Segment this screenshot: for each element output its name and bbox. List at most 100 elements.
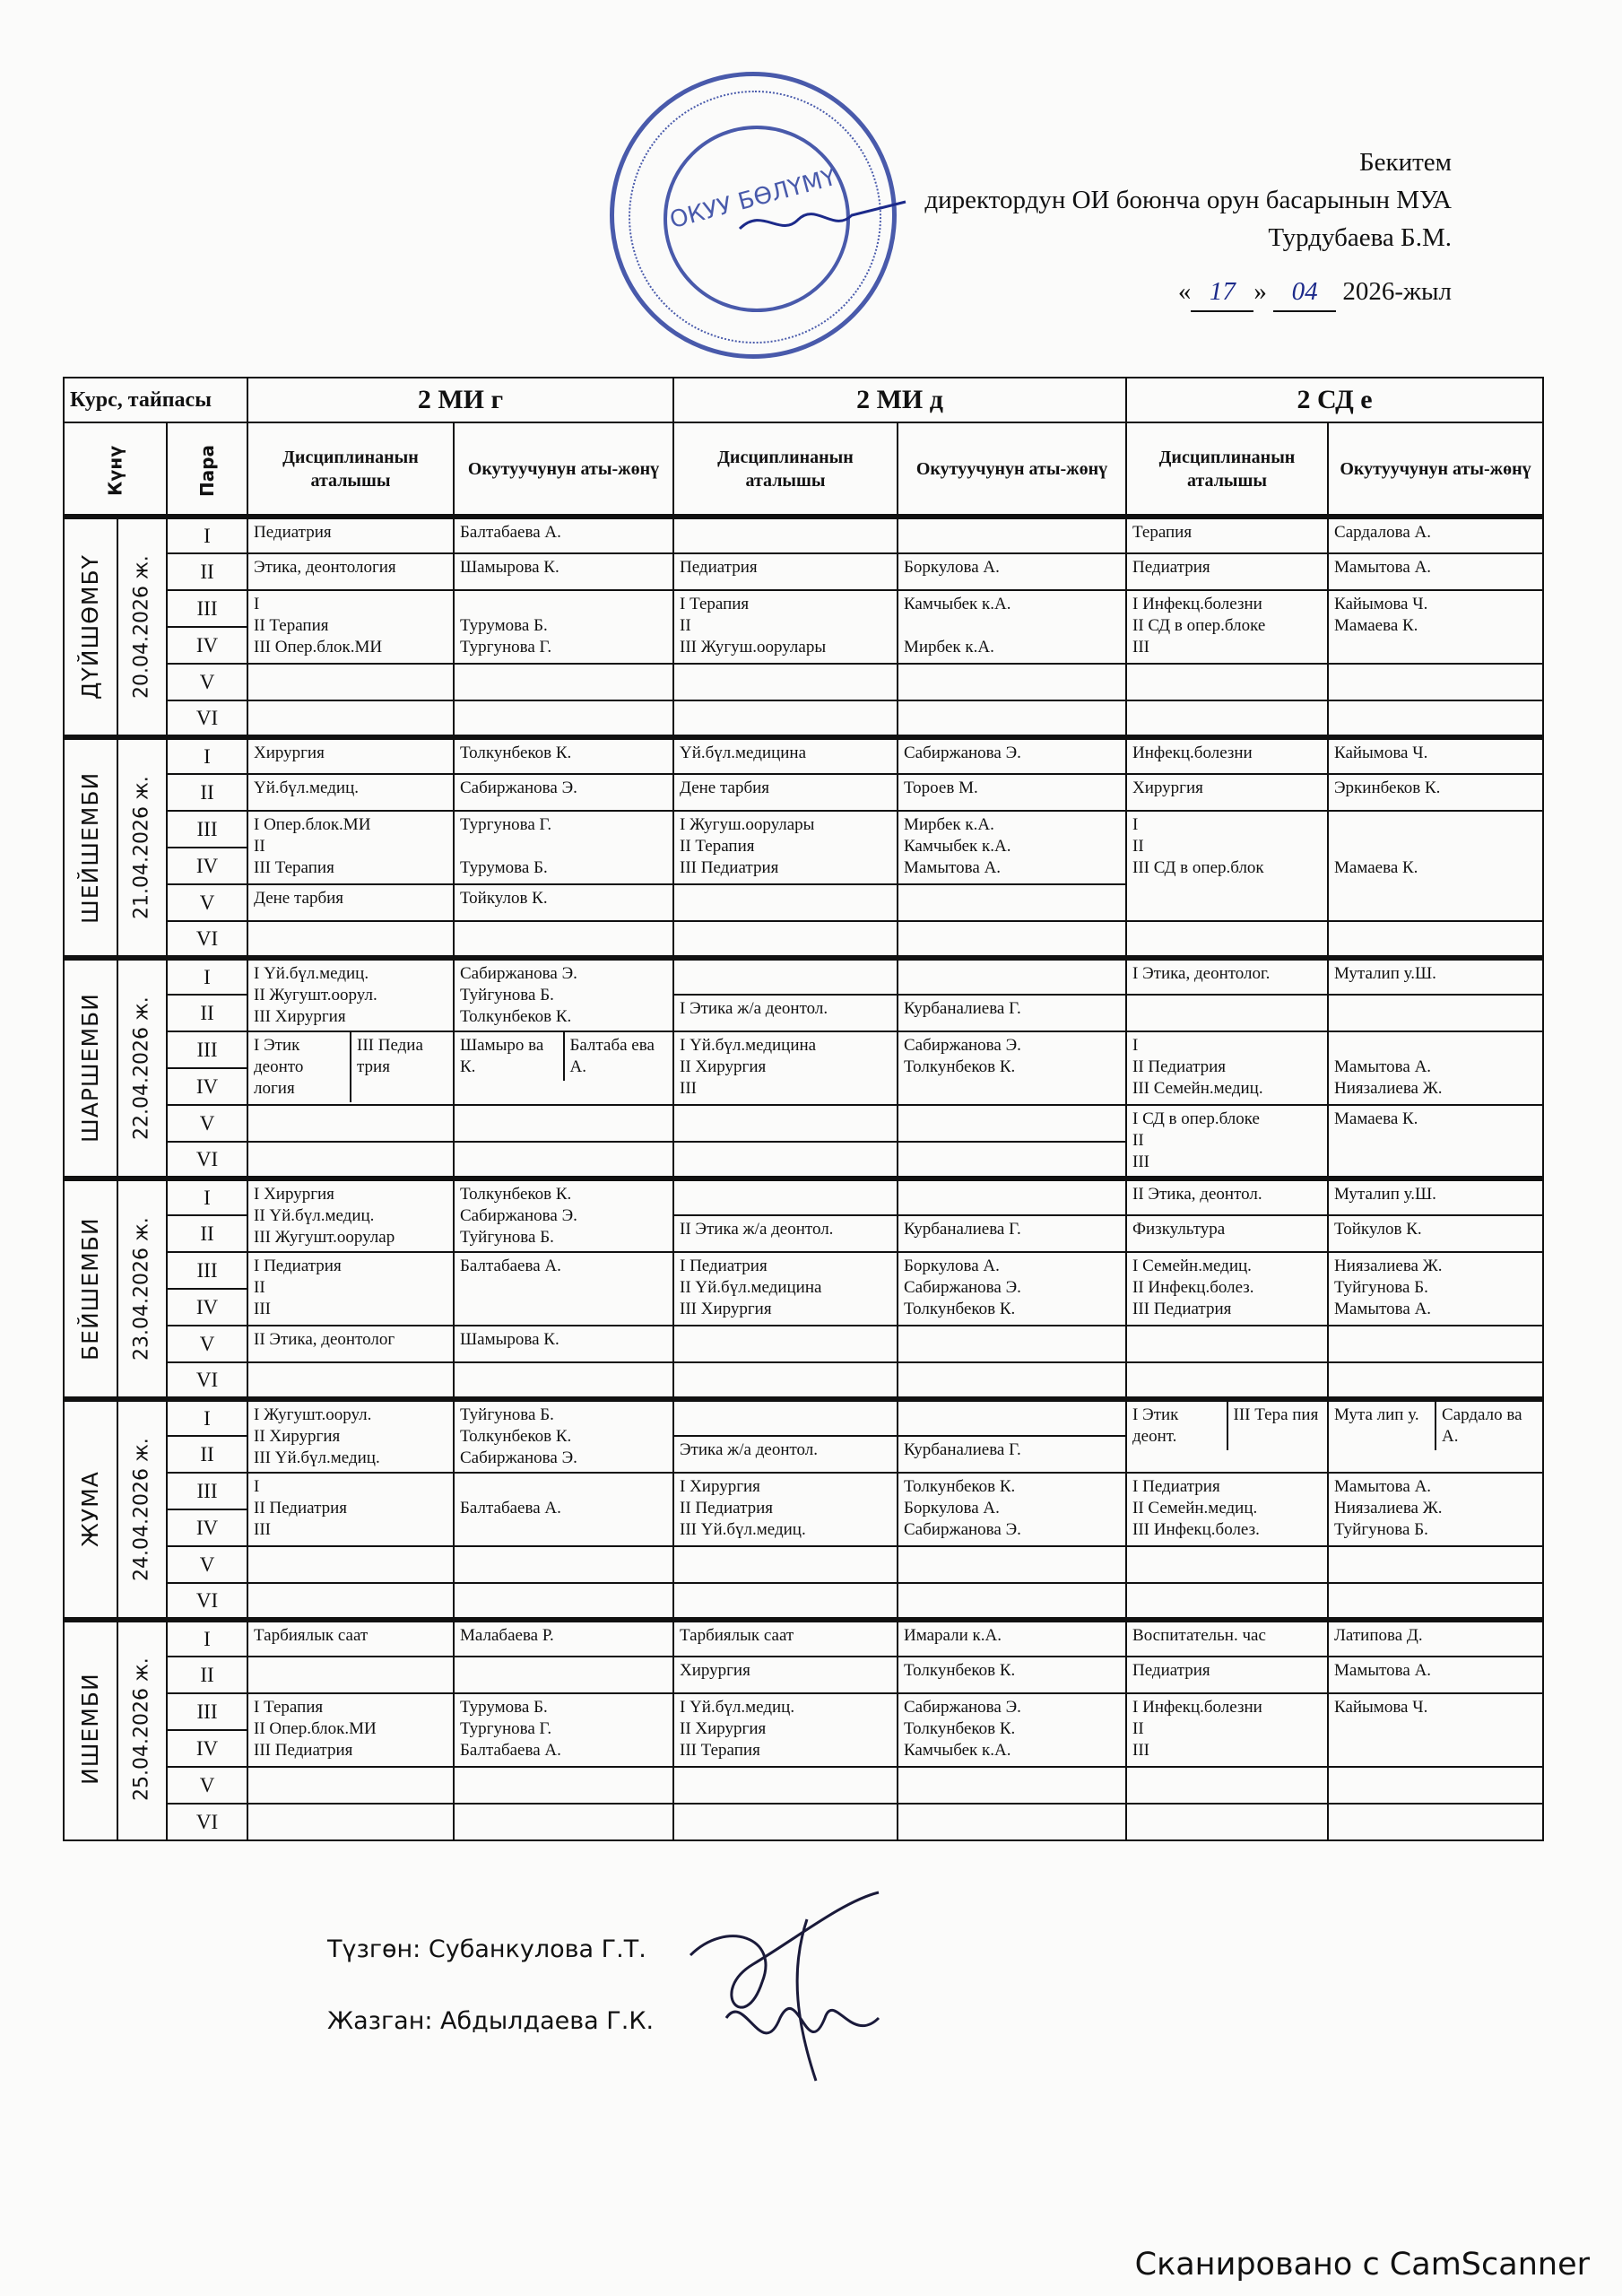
teacher-cell	[453, 700, 674, 738]
teacher-cell: Курбаналиева Г.	[896, 994, 1128, 1032]
para-number: II	[166, 1656, 248, 1694]
teacher-cell	[1327, 1545, 1545, 1584]
teacher-cell	[453, 1361, 674, 1400]
schedule-row: IV	[64, 1509, 1543, 1547]
teacher-cell	[896, 663, 1128, 701]
discipline-cell: I СД в опер.блоке II III	[1125, 1104, 1330, 1179]
group-header-3: 2 СД е	[1125, 377, 1545, 423]
discipline-cell: I Инфекц.болезни II СД в опер.блоке III	[1125, 589, 1330, 665]
discipline-cell	[672, 955, 898, 996]
teacher-cell: Толкунбеков К. Боркулова А. Сабиржанова …	[896, 1472, 1128, 1547]
discipline-part: I Этик деонто логия	[254, 1036, 304, 1098]
discipline-cell	[672, 920, 898, 959]
teacher-cell	[896, 1803, 1128, 1841]
teacher-cell	[1327, 1325, 1545, 1363]
teacher-cell	[896, 1582, 1128, 1621]
discipline-cell	[247, 1656, 455, 1694]
teacher-cell	[896, 1176, 1128, 1216]
discipline-cell: I Опер.блок.МИ II III Терапия	[247, 810, 455, 885]
teacher-cell: Сабиржанова Э.	[453, 773, 674, 812]
discipline-cell: I II Терапия III Опер.блок.МИ	[247, 589, 455, 665]
schedule-row: ЖУМА 24.04.2026 ж. I I Жугушт.оорул. II Хир…	[64, 1396, 1545, 1620]
teacher-cell: Сардалова А.	[1327, 514, 1545, 554]
schedule-row: III I Терапия II Опер.блок.МИ III Педиатр…	[64, 1692, 1545, 1768]
discipline-cell: II Этика, деонтол.	[1125, 1176, 1330, 1216]
discipline-part: III Педиа трия	[350, 1033, 452, 1102]
schedule-row: VI	[64, 1803, 1545, 1841]
teacher-cell: Туйгунова Б. Толкунбеков К. Сабиржанова …	[453, 1396, 674, 1474]
day-name: ЖУМА	[64, 1399, 117, 1620]
teacher-cell: Толкунбеков К. Сабиржанова Э. Туйгунова …	[453, 1176, 674, 1253]
teacher-cell: Курбаналиева Г.	[896, 1214, 1128, 1253]
discipline-cell: Воспитательн. час	[1125, 1617, 1330, 1657]
discipline-cell: I Үй.бүл.медицина II Хирургия III	[672, 1031, 898, 1106]
discipline-cell	[247, 1104, 455, 1143]
discipline-cell	[1125, 994, 1330, 1032]
para-number: VI	[166, 700, 248, 738]
teacher-cell	[453, 1656, 674, 1694]
para-number: I	[166, 514, 248, 554]
discipline-cell	[1125, 1803, 1330, 1841]
para-number: I	[166, 735, 248, 775]
discipline-cell	[247, 1361, 455, 1400]
discipline-cell: I Үй.бүл.медиц. II Хирургия III Терапия	[672, 1692, 898, 1768]
discipline-part: I Этик деонт.	[1132, 1405, 1179, 1446]
discipline-cell: I Этика ж/а деонтол.	[672, 994, 898, 1032]
approval-block: Бекитем директордун ОИ боюнча орун басар…	[924, 144, 1452, 312]
teacher-header-2: Окутуучунун аты-жөнү	[896, 422, 1128, 517]
schedule-row: IV	[64, 626, 1543, 665]
discipline-cell	[247, 1803, 455, 1841]
split-cell: I Этик деонто логия III Педиа трия	[249, 1033, 452, 1102]
discipline-cell: I II III СД в опер.блок	[1125, 810, 1330, 922]
para-number: VI	[166, 1582, 248, 1621]
discipline-cell: I Педиатрия II III	[247, 1251, 455, 1326]
discipline-cell: I Хирургия II Педиатрия III Үй.бүл.медиц…	[672, 1472, 898, 1547]
teacher-cell: Эркинбеков К.	[1327, 773, 1545, 812]
teacher-cell: Балтабаева А.	[453, 1472, 674, 1547]
para-number: IV	[166, 1067, 248, 1106]
para-number: IV	[166, 1729, 248, 1768]
split-cell: I Этик деонт. III Тера пия	[1128, 1405, 1327, 1450]
para-number: V	[166, 1545, 248, 1584]
discipline-cell	[672, 1803, 898, 1841]
discipline-cell: I Жугушт.оорул. II Хирургия III Үй.бүл.м…	[247, 1396, 455, 1474]
teacher-cell: Турумова Б. Тургунова Г. Балтабаева А.	[453, 1692, 674, 1768]
day-date: 25.04.2026 ж.	[117, 1620, 167, 1840]
discipline-cell: Дене тарбия	[247, 883, 455, 922]
schedule-row: VI	[64, 1361, 1545, 1400]
approval-position: директордун ОИ боюнча орун басарынын МУА	[924, 186, 1452, 214]
schedule-row: II I Этика ж/а деонтол. Курбаналиева Г.	[64, 994, 1545, 1032]
schedule-row: III I II Терапия III Опер.блок.МИ Турумов…	[64, 589, 1545, 665]
para-number: II	[166, 773, 248, 812]
teacher-part: Сардало ва А.	[1435, 1405, 1541, 1450]
approval-month: 04	[1273, 273, 1337, 312]
discipline-cell: Хирургия	[247, 735, 455, 775]
discipline-cell	[1125, 663, 1330, 701]
approval-year: 2026-жыл	[1342, 277, 1452, 306]
approval-name: Турдубаева Б.М.	[1268, 223, 1452, 252]
teacher-cell: Мамаева К.	[1327, 810, 1545, 922]
teacher-cell: Муталип у.Ш.	[1327, 1176, 1545, 1216]
schedule-row: III I Опер.блок.МИ II III Терапия Тургунов…	[64, 810, 1545, 922]
schedule-row: V I СД в опер.блоке II III Мамаева К.	[64, 1104, 1545, 1179]
discipline-cell: Этика, деонтология	[247, 552, 455, 591]
discipline-cell	[672, 1396, 898, 1437]
discipline-cell: Терапия	[1125, 514, 1330, 554]
para-number: V	[166, 1325, 248, 1363]
schedule-row: III I Этик деонто логия III Педиа трия Шамы…	[64, 1031, 1545, 1106]
schedule-row: II Үй.бүл.медиц. Сабиржанова Э. Дене тарбия…	[64, 773, 1545, 812]
teacher-cell	[1327, 700, 1545, 738]
teacher-cell: Мамытова А. Ниязалиева Ж. Туйгунова Б.	[1327, 1472, 1545, 1547]
discipline-cell	[247, 1582, 455, 1621]
discipline-part: III Тера пия	[1226, 1405, 1327, 1450]
teacher-cell: Малабаева Р.	[453, 1617, 674, 1657]
teacher-part: Балтаба ева А.	[562, 1033, 672, 1081]
para-number: II	[166, 1435, 248, 1474]
schedule-row: ШЕЙШЕМБИ 21.04.2026 ж. I Хирургия Толкунбеко…	[64, 735, 1545, 958]
teacher-cell: Тургунова Г. Турумова Б.	[453, 810, 674, 885]
teacher-cell: Балтабаева А.	[453, 1251, 674, 1326]
discipline-cell	[672, 1325, 898, 1363]
group-header-1: 2 МИ г	[247, 377, 674, 423]
teacher-cell	[453, 663, 674, 701]
discipline-cell: I II Педиатрия III Семейн.медиц.	[1125, 1031, 1330, 1106]
